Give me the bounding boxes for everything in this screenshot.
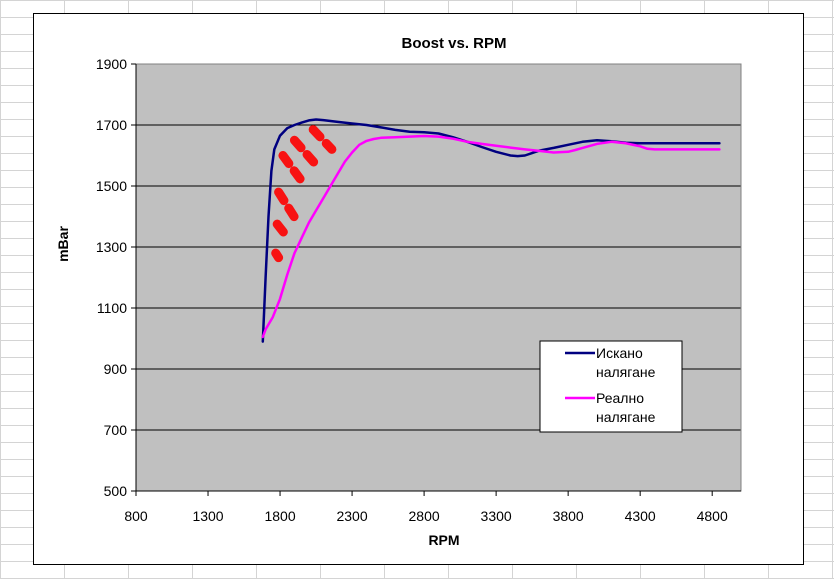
annotation-mark-2 [274, 187, 301, 225]
x-tick-label-3800: 3800 [553, 508, 584, 524]
annotation-mark-3 [278, 151, 308, 188]
x-tick-label-2800: 2800 [409, 508, 440, 524]
annotation-mark-0 [271, 248, 284, 263]
x-tick-label-3300: 3300 [481, 508, 512, 524]
y-tick-label-1700: 1700 [96, 117, 127, 133]
x-tick-label-4300: 4300 [625, 508, 656, 524]
annotation-mark-4 [289, 135, 320, 168]
y-tick-label-500: 500 [104, 483, 128, 499]
y-tick-label-1900: 1900 [96, 56, 127, 72]
y-axis-title: mBar [55, 226, 71, 262]
legend-label-requested: Искано налягане [596, 345, 656, 380]
chart-title: Boost vs. RPM [401, 35, 506, 52]
x-tick-label-1800: 1800 [264, 508, 295, 524]
y-tick-label-900: 900 [104, 361, 128, 377]
y-tick-label-1500: 1500 [96, 178, 127, 194]
x-tick-label-2300: 2300 [336, 508, 367, 524]
chart-area: Boost vs. RPM RPM mBar 800 1300 1800 2300 28… [33, 13, 804, 565]
y-tick-label-1100: 1100 [97, 300, 127, 316]
legend-label-actual: Реално налягане [596, 390, 656, 425]
x-tick-label-4800: 4800 [697, 508, 728, 524]
annotation-mark-5 [308, 125, 337, 154]
y-tick-label-1300: 1300 [96, 239, 127, 255]
x-tick-label-800: 800 [124, 508, 148, 524]
legend-box [539, 340, 683, 433]
series-line-actual-boost [261, 134, 721, 339]
legend: Искано налягане Реално налягане [539, 340, 683, 433]
x-tick-label-1300: 1300 [192, 508, 223, 524]
annotation-mark-1 [272, 219, 289, 238]
y-tick-label-700: 700 [104, 422, 128, 438]
boost-chart: Boost vs. RPM RPM mBar 800 1300 1800 2300 28… [55, 35, 742, 548]
x-axis-title: RPM [428, 532, 459, 548]
